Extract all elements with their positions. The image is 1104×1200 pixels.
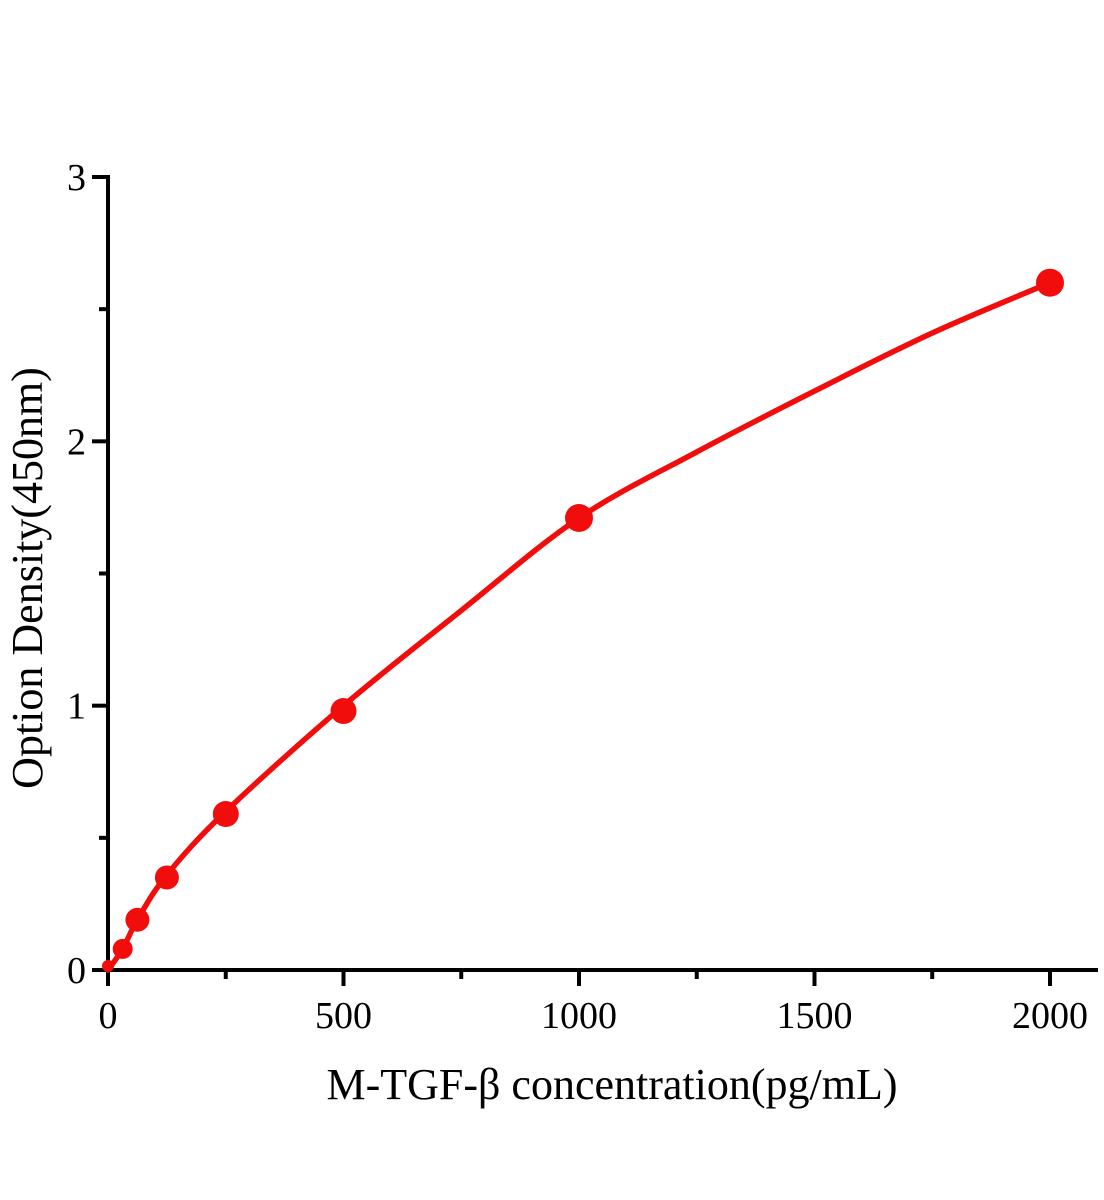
tick-label-layer: 0 500 1000 1500 2000 0 1 2 3 (67, 157, 1088, 1037)
x-tick-label: 1500 (777, 995, 853, 1037)
data-point (102, 960, 114, 972)
data-point (154, 865, 179, 890)
y-tick-label: 0 (67, 950, 86, 992)
x-tick-label: 0 (99, 995, 118, 1037)
data-point (565, 504, 593, 532)
fit-curve (105, 279, 1053, 973)
x-tick-label: 2000 (1012, 995, 1088, 1037)
data-point (330, 698, 357, 724)
x-tick-label: 500 (315, 995, 372, 1037)
plot-layer (102, 268, 1064, 973)
y-tick-label: 1 (67, 686, 86, 728)
y-axis-title: Option Density(450nm) (3, 367, 52, 789)
data-point (1036, 268, 1064, 297)
data-point (112, 938, 133, 959)
data-point (212, 801, 239, 827)
y-tick-label: 2 (67, 421, 86, 463)
data-point (125, 907, 150, 932)
x-tick-label: 1000 (541, 995, 617, 1037)
y-tick-label: 3 (67, 157, 86, 199)
x-axis-title: M-TGF-β concentration(pg/mL) (326, 1060, 897, 1109)
axes-layer (92, 175, 1098, 986)
